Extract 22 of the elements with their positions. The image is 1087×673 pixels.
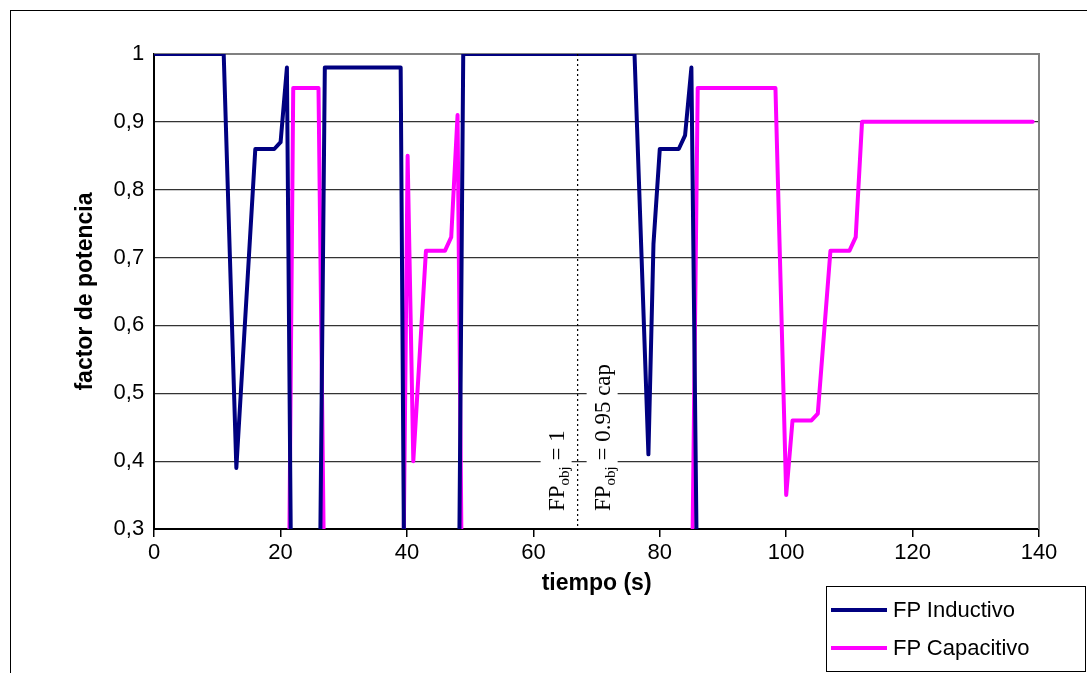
y-tick-label: 0,6 (113, 311, 145, 337)
x-tick-label: 60 (521, 539, 546, 565)
y-tick-label: 0,7 (113, 243, 145, 269)
y-axis-title: factor de potencia (71, 192, 98, 391)
x-tick-label: 40 (394, 539, 420, 565)
legend-label: FP Capacitivo (893, 635, 1030, 661)
annotation: FPobj = 1 (543, 430, 573, 511)
x-tick-label: 80 (647, 539, 673, 565)
legend-label: FP Inductivo (893, 597, 1015, 623)
y-tick-label: 0,5 (113, 379, 145, 405)
y-tick-label: 0,8 (113, 175, 145, 201)
x-axis-title: tiempo (s) (541, 568, 652, 595)
x-tick-label: 0 (148, 539, 161, 565)
x-tick-label: 20 (268, 539, 293, 565)
x-tick-label: 100 (767, 539, 805, 565)
y-tick-label: 0,3 (113, 515, 145, 541)
y-tick-label: 0,9 (113, 107, 145, 133)
x-tick-label: 140 (1020, 539, 1058, 565)
x-tick-label: 120 (894, 539, 931, 565)
annotation: FPobj = 0.95 cap (589, 363, 619, 511)
y-tick-label: 0,4 (113, 447, 145, 473)
y-tick-label: 1 (131, 40, 145, 66)
